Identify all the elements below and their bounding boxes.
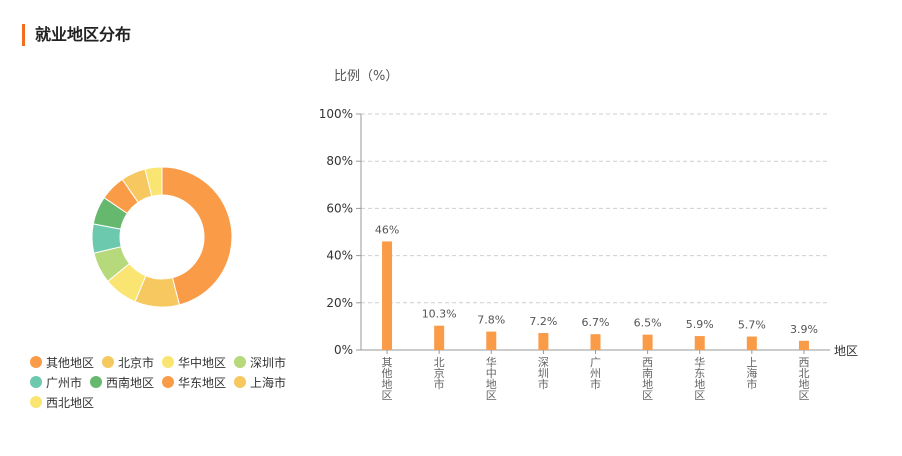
legend-item[interactable]: 广州市	[30, 372, 82, 392]
legend-swatch	[30, 396, 42, 408]
x-tick-label: 其他地区	[382, 356, 393, 402]
legend-item[interactable]: 西南地区	[90, 372, 154, 392]
legend-item[interactable]: 北京市	[102, 352, 154, 372]
legend-item[interactable]: 华东地区	[162, 372, 226, 392]
legend-item[interactable]: 华中地区	[162, 352, 226, 372]
bar[interactable]	[694, 336, 705, 350]
bar-value-label: 3.9%	[790, 323, 818, 336]
bar-value-label: 7.2%	[529, 315, 557, 328]
y-tick-label: 20%	[326, 296, 353, 310]
bar-value-label: 5.9%	[686, 318, 714, 331]
legend-label: 西北地区	[46, 395, 95, 410]
bar-value-label: 6.7%	[582, 316, 610, 329]
bar[interactable]	[538, 333, 549, 350]
bar-chart: 比例（%） 0% 20% 40% 60% 80% 100% 地区 46% 其他地区 10.3% 北京市…	[319, 69, 858, 402]
x-tick-label: 西北地区	[798, 356, 809, 402]
legend-label: 西南地区	[106, 375, 155, 390]
donut-slice-8	[144, 166, 163, 197]
x-axis-label: 地区	[834, 344, 858, 358]
legend-item[interactable]: 上海市	[234, 372, 286, 392]
x-tick-label: 北京市	[434, 356, 445, 391]
y-tick-label: 0%	[334, 343, 353, 357]
legend-swatch	[234, 376, 247, 388]
legend-label: 北京市	[118, 355, 155, 370]
legend-swatch	[90, 376, 103, 388]
bar-value-label: 10.3%	[422, 308, 457, 321]
y-tick-label: 60%	[326, 201, 353, 215]
donut-slice-0	[161, 166, 233, 306]
bar[interactable]	[382, 241, 393, 350]
x-tick-label: 华中地区	[486, 355, 497, 402]
y-tick-label: 100%	[319, 107, 353, 121]
x-tick-label: 西南地区	[642, 356, 653, 402]
legend-swatch	[162, 376, 175, 388]
x-tick-label: 华东地区	[694, 355, 705, 402]
legend-item[interactable]: 其他地区	[30, 352, 94, 372]
bar[interactable]	[798, 340, 809, 350]
legend-label: 华中地区	[178, 355, 227, 370]
bar[interactable]	[590, 334, 601, 350]
bar[interactable]	[746, 336, 757, 350]
bar-value-label: 6.5%	[634, 317, 662, 330]
legend-swatch	[102, 356, 115, 368]
legend-label: 深圳市	[250, 355, 287, 370]
bar-value-label: 46%	[375, 223, 399, 236]
donut-chart	[91, 166, 233, 308]
legend-label: 上海市	[250, 375, 287, 390]
legend-swatch	[30, 356, 42, 368]
legend-swatch	[30, 376, 42, 388]
x-tick-label: 上海市	[746, 356, 757, 391]
bar[interactable]	[486, 331, 497, 350]
y-tick-label: 40%	[326, 249, 353, 263]
legend-swatch	[234, 356, 247, 368]
donut-legend: 其他地区 北京市 华中地区 深圳市广州市 西南地区 华东地区 上海市西北地区	[30, 352, 300, 412]
bar[interactable]	[642, 334, 653, 350]
legend-label: 华东地区	[178, 375, 227, 390]
y-tick-label: 80%	[326, 154, 353, 168]
legend-label: 其他地区	[46, 355, 95, 370]
bar[interactable]	[434, 325, 445, 350]
bar-value-label: 5.7%	[738, 319, 766, 332]
y-axis-label: 比例（%）	[334, 69, 398, 84]
bar-value-label: 7.8%	[477, 314, 505, 327]
x-tick-label: 广州市	[590, 356, 601, 391]
legend-item[interactable]: 深圳市	[234, 352, 286, 372]
x-tick-label: 深圳市	[538, 356, 549, 391]
legend-swatch	[162, 356, 175, 368]
legend-item[interactable]: 西北地区	[30, 392, 94, 412]
section-title: 就业地区分布	[22, 24, 131, 46]
legend-label: 广州市	[46, 375, 83, 390]
